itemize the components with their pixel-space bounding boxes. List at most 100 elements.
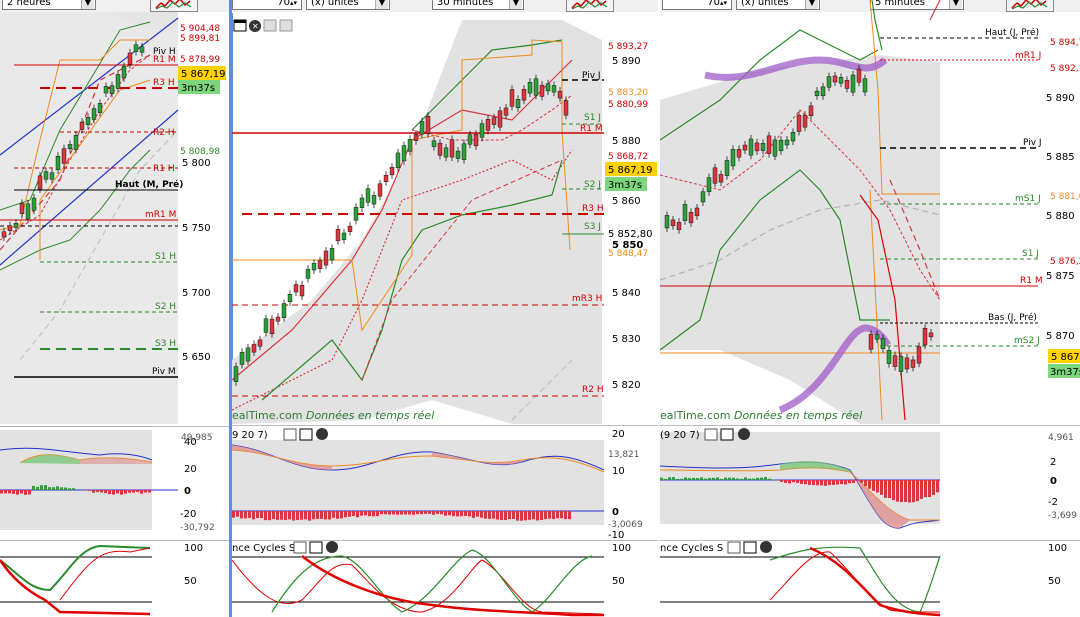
period-select-left[interactable]: 2 heures ▼ <box>2 0 96 10</box>
candle <box>880 338 886 349</box>
candle <box>73 135 79 150</box>
maximize-icon[interactable] <box>309 541 323 554</box>
histogram-bar <box>460 511 463 517</box>
histogram-bar <box>132 490 135 493</box>
candle <box>245 347 251 362</box>
settings-icon[interactable] <box>293 541 307 554</box>
maximize-icon[interactable] <box>299 428 313 441</box>
histogram-bar <box>688 478 691 480</box>
close-icon[interactable] <box>738 428 750 440</box>
histogram-bar <box>496 511 499 520</box>
period-select-middle[interactable]: 30 minutes ▼ <box>432 0 524 10</box>
histogram-bar <box>284 511 287 520</box>
units-input-right[interactable]: 70▴▾ <box>662 0 732 10</box>
histogram-bar <box>892 480 895 501</box>
histogram-bar <box>664 478 667 480</box>
import-icon[interactable] <box>279 19 293 32</box>
middle-axis-tick: 5 880 <box>612 136 641 147</box>
units-value: 70 <box>277 0 290 8</box>
settings-icon[interactable] <box>704 428 718 441</box>
pivot-label: Piv M <box>152 367 176 377</box>
candle <box>736 149 742 158</box>
candle <box>862 78 868 93</box>
histogram-bar <box>888 480 891 499</box>
histogram-bar <box>796 480 799 483</box>
histogram-bar <box>848 480 851 484</box>
histogram-bar <box>388 511 391 515</box>
cycle-axis-tick: 100 <box>1048 543 1067 554</box>
histogram-bar <box>920 480 923 499</box>
histogram-bar <box>352 511 355 516</box>
candle <box>790 131 796 142</box>
histogram-bar <box>508 511 511 519</box>
close-icon[interactable] <box>249 20 261 32</box>
histogram-bar <box>272 511 275 520</box>
right-timer: 3m37s <box>1050 367 1080 378</box>
histogram-bar <box>476 511 479 517</box>
candle <box>724 160 730 176</box>
histogram-bar <box>492 511 495 519</box>
histogram-bar <box>528 511 531 520</box>
histogram-bar <box>248 511 251 518</box>
histogram-bar <box>348 511 351 517</box>
histogram-bar <box>752 478 755 480</box>
pivot-label: mR3 H <box>572 294 602 304</box>
histogram-bar <box>560 511 563 519</box>
histogram-bar <box>500 511 503 521</box>
candle <box>449 139 455 158</box>
close-icon[interactable] <box>316 428 328 440</box>
histogram-bar <box>288 511 291 520</box>
close-icon[interactable] <box>326 541 338 553</box>
histogram-bar <box>148 490 151 493</box>
histogram-bar <box>932 480 935 495</box>
osc-axis-tick: -10 <box>608 530 624 541</box>
pivot-label: mR1 M <box>145 210 176 220</box>
candle <box>844 80 850 89</box>
pivot-label: mS1 J <box>1015 194 1041 204</box>
right-price-label: 5 894,7 <box>1050 38 1080 48</box>
histogram-bar <box>276 511 279 520</box>
logo-button[interactable] <box>566 0 614 12</box>
candle <box>497 110 503 128</box>
candle <box>718 174 724 183</box>
histogram-bar <box>300 511 303 520</box>
close-icon[interactable] <box>760 541 772 553</box>
maximize-icon[interactable] <box>720 428 734 441</box>
candle <box>443 147 449 158</box>
histogram-bar <box>420 511 423 515</box>
logo-button[interactable] <box>1006 0 1054 12</box>
histogram-bar <box>316 511 319 520</box>
histogram-bar <box>816 480 819 486</box>
candle <box>257 339 263 347</box>
histogram-bar <box>924 480 927 498</box>
candle <box>664 215 670 229</box>
histogram-bar <box>24 490 27 495</box>
middle-axis-tick: 5 860 <box>612 196 641 207</box>
right-axis-tick: 5 880 <box>1046 211 1075 222</box>
candle <box>401 145 407 162</box>
settings-icon[interactable] <box>727 541 741 554</box>
candle <box>239 352 245 365</box>
logo-button[interactable] <box>150 0 198 12</box>
candle <box>748 138 754 156</box>
middle-chart-panel: 70▴▾ (x) unités ▼ 30 minutes ▼ ✕ <box>232 0 658 617</box>
histogram-bar <box>52 487 55 490</box>
histogram-bar <box>292 511 295 521</box>
candle <box>97 103 103 113</box>
settings-icon[interactable] <box>283 428 297 441</box>
export-icon[interactable] <box>263 19 277 32</box>
candle <box>754 142 760 152</box>
histogram-bar <box>376 511 379 517</box>
panel-separator[interactable] <box>229 0 232 617</box>
units-input-middle[interactable]: 70▴▾ <box>232 0 302 10</box>
histogram-bar <box>936 480 939 493</box>
unit-type-select-middle[interactable]: (x) unités ▼ <box>306 0 390 10</box>
candle <box>796 114 802 132</box>
candle <box>1 231 7 238</box>
histogram-bar <box>100 490 103 493</box>
unit-type-select-right[interactable]: (x) unités ▼ <box>736 0 820 10</box>
histogram-bar <box>768 478 771 480</box>
pivot-label: S1 J <box>1022 249 1039 259</box>
candle <box>772 139 778 157</box>
maximize-icon[interactable] <box>743 541 757 554</box>
